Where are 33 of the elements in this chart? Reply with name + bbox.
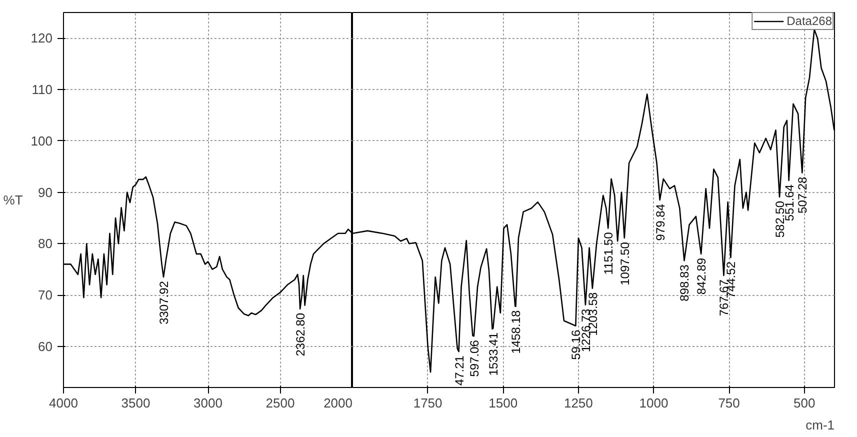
y-tick-label: 110 (32, 82, 53, 98)
x-tick-label: 4000 (49, 396, 78, 410)
legend-label: Data268 (786, 14, 832, 28)
x-tick-label: 1250 (564, 396, 593, 410)
annotation: 2362.80 (294, 312, 308, 356)
x-tick-label: 750 (718, 396, 740, 410)
x-axis-title: cm-1 (806, 418, 834, 432)
y-axis-title: %T (3, 192, 23, 208)
annotation: 979.84 (653, 204, 668, 241)
x-tick-label: 2000 (324, 396, 352, 410)
x-tick-label: 3500 (121, 396, 150, 410)
y-tick-label: 70 (38, 288, 53, 303)
annotation: 597.06 (467, 340, 482, 377)
annotation: 1151.50 (602, 232, 616, 275)
annotation: 842.89 (694, 258, 709, 295)
annotation: 507.28 (796, 176, 810, 214)
annotation: 1533.41 (486, 332, 501, 376)
x-tick-label: 2500 (266, 396, 295, 410)
y-tick-label: 100 (30, 133, 53, 148)
x-tick-label: 1500 (488, 396, 518, 410)
annotation: 47.21 (452, 355, 466, 386)
y-tick-label: 60 (38, 338, 53, 354)
x-tick-label: 1750 (413, 396, 442, 410)
annotation: 1097.50 (618, 242, 632, 286)
annotation: 1458.18 (509, 310, 524, 354)
y-tick-label: 120 (30, 30, 53, 46)
x-tick-label: 3000 (194, 396, 222, 410)
annotation: 898.83 (678, 264, 692, 302)
x-tick-label: 500 (794, 396, 816, 410)
annotation: 3307.92 (157, 280, 172, 324)
y-tick-label: 80 (38, 236, 53, 252)
x-tick-label: 1000 (639, 396, 668, 410)
y-tick-label: 90 (38, 184, 53, 200)
